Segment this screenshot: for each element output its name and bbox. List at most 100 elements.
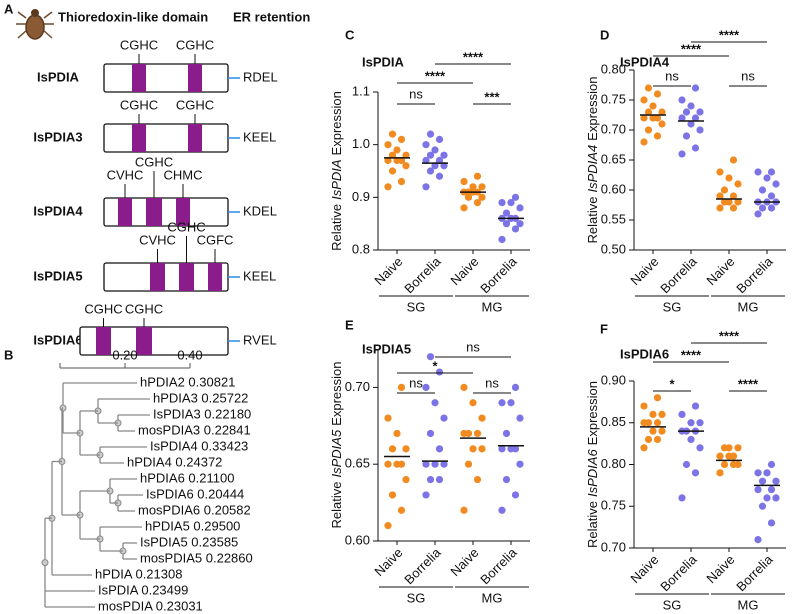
group-label: MG bbox=[482, 299, 503, 314]
data-point bbox=[384, 414, 392, 422]
data-point bbox=[469, 445, 477, 453]
retention-label: KEEL bbox=[243, 129, 276, 144]
x-tick-label: Borrelia bbox=[733, 551, 776, 594]
data-point bbox=[511, 383, 520, 391]
data-point bbox=[397, 506, 406, 514]
y-axis-label-part: Relative bbox=[585, 197, 600, 244]
data-point bbox=[473, 172, 482, 180]
significance-label: **** bbox=[719, 328, 740, 343]
data-point bbox=[658, 120, 666, 128]
data-point bbox=[640, 96, 648, 104]
y-tick-label: 1.1 bbox=[352, 83, 370, 98]
data-point bbox=[653, 132, 662, 140]
motif-label: CGHC bbox=[84, 301, 122, 316]
data-point bbox=[460, 506, 468, 514]
data-point bbox=[397, 135, 406, 143]
data-point bbox=[758, 502, 767, 510]
data-point bbox=[435, 135, 444, 143]
significance-label: **** bbox=[425, 68, 446, 83]
data-point bbox=[516, 220, 524, 228]
data-point bbox=[716, 168, 724, 176]
data-point bbox=[431, 146, 439, 154]
data-point bbox=[649, 427, 657, 435]
data-point bbox=[687, 102, 695, 110]
data-point bbox=[696, 444, 704, 452]
group-label: MG bbox=[738, 299, 759, 314]
data-point bbox=[767, 460, 776, 469]
x-tick-label: Borrelia bbox=[401, 544, 444, 587]
group-label: SG bbox=[663, 299, 682, 314]
panel-label: D bbox=[600, 27, 609, 42]
y-tick-label: 0.75 bbox=[601, 91, 626, 106]
data-point bbox=[384, 156, 392, 165]
panel-label: F bbox=[600, 321, 608, 336]
group-label: SG bbox=[407, 299, 426, 314]
data-point bbox=[729, 192, 738, 200]
data-point bbox=[716, 204, 724, 212]
data-point bbox=[502, 220, 511, 228]
y-tick-label: 0.85 bbox=[601, 414, 626, 429]
data-point bbox=[754, 168, 762, 176]
data-point bbox=[402, 445, 410, 453]
data-point bbox=[716, 452, 724, 460]
motif-label: CGHC bbox=[176, 37, 214, 52]
x-tick-label: Naive bbox=[447, 545, 481, 579]
data-point bbox=[763, 469, 771, 477]
retention-label: RVEL bbox=[243, 332, 277, 347]
data-point bbox=[478, 183, 486, 191]
motif-label: CGFC bbox=[197, 232, 234, 247]
tree-leaf: mosPDIA3 0.22841 bbox=[138, 422, 251, 437]
data-point bbox=[426, 167, 435, 175]
data-point bbox=[691, 469, 700, 477]
data-point bbox=[640, 138, 648, 146]
data-point bbox=[402, 162, 410, 170]
data-point bbox=[440, 151, 448, 159]
data-point bbox=[763, 174, 771, 182]
motif-label: CGHC bbox=[135, 154, 173, 169]
y-axis-label-part: Relative bbox=[585, 501, 600, 548]
significance-label: * bbox=[669, 376, 675, 391]
significance-label: ns bbox=[466, 339, 480, 354]
data-point bbox=[772, 180, 780, 188]
data-point bbox=[725, 198, 733, 206]
data-point bbox=[716, 192, 724, 200]
data-point bbox=[402, 151, 410, 159]
data-point bbox=[644, 126, 653, 134]
significance-label: ns bbox=[409, 86, 423, 101]
tree-leaf: hPDIA2 0.30821 bbox=[140, 374, 235, 389]
data-point bbox=[502, 429, 511, 438]
data-point bbox=[734, 180, 742, 188]
data-point bbox=[507, 399, 515, 407]
panel-label: B bbox=[4, 347, 13, 362]
data-point bbox=[678, 150, 686, 158]
x-tick-label: Naive bbox=[447, 254, 481, 288]
data-point bbox=[397, 383, 406, 391]
y-tick-label: 0.8 bbox=[352, 241, 370, 256]
group-label: MG bbox=[738, 597, 759, 612]
data-point bbox=[498, 399, 506, 407]
domain bbox=[188, 64, 202, 92]
tree-leaf: hPDIA3 0.25722 bbox=[153, 390, 248, 405]
x-tick-label: Borrelia bbox=[401, 253, 444, 296]
significance-label: **** bbox=[719, 27, 740, 42]
tree-leaf: hPDIA4 0.24372 bbox=[127, 454, 222, 469]
significance-label: *** bbox=[484, 89, 500, 104]
data-point bbox=[498, 506, 506, 514]
chart-title: IsPDIA4 bbox=[620, 54, 670, 69]
y-axis-label-part: Relative bbox=[329, 482, 344, 529]
data-point bbox=[473, 199, 482, 207]
data-point bbox=[682, 108, 691, 116]
tree-leaf: hPDIA5 0.29500 bbox=[145, 518, 240, 533]
motif-label: CGHC bbox=[176, 97, 214, 112]
tree-leaf: IsPDIA5 0.23585 bbox=[140, 534, 238, 549]
y-tick-label: 0.55 bbox=[601, 211, 626, 226]
data-point bbox=[464, 193, 473, 201]
data-point bbox=[511, 225, 520, 233]
data-point bbox=[691, 84, 700, 92]
data-point bbox=[422, 156, 430, 165]
y-tick-label: 0.80 bbox=[601, 456, 626, 471]
y-tick-label: 0.60 bbox=[601, 181, 626, 196]
data-point bbox=[734, 460, 742, 469]
data-point bbox=[658, 427, 666, 435]
data-point bbox=[767, 168, 776, 176]
